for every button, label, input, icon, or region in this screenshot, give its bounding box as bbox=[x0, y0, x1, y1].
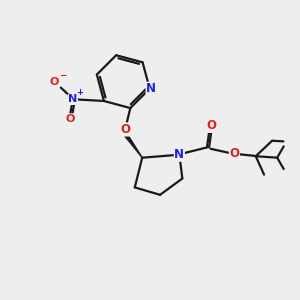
Text: N: N bbox=[68, 94, 77, 104]
Polygon shape bbox=[124, 134, 142, 158]
Text: O: O bbox=[50, 77, 59, 87]
Text: +: + bbox=[76, 88, 83, 97]
Text: N: N bbox=[146, 82, 156, 95]
Text: O: O bbox=[230, 147, 239, 160]
Text: O: O bbox=[121, 123, 131, 136]
Text: N: N bbox=[174, 148, 184, 161]
Text: O: O bbox=[206, 119, 217, 132]
Text: O: O bbox=[66, 114, 75, 124]
Text: −: − bbox=[59, 70, 67, 80]
